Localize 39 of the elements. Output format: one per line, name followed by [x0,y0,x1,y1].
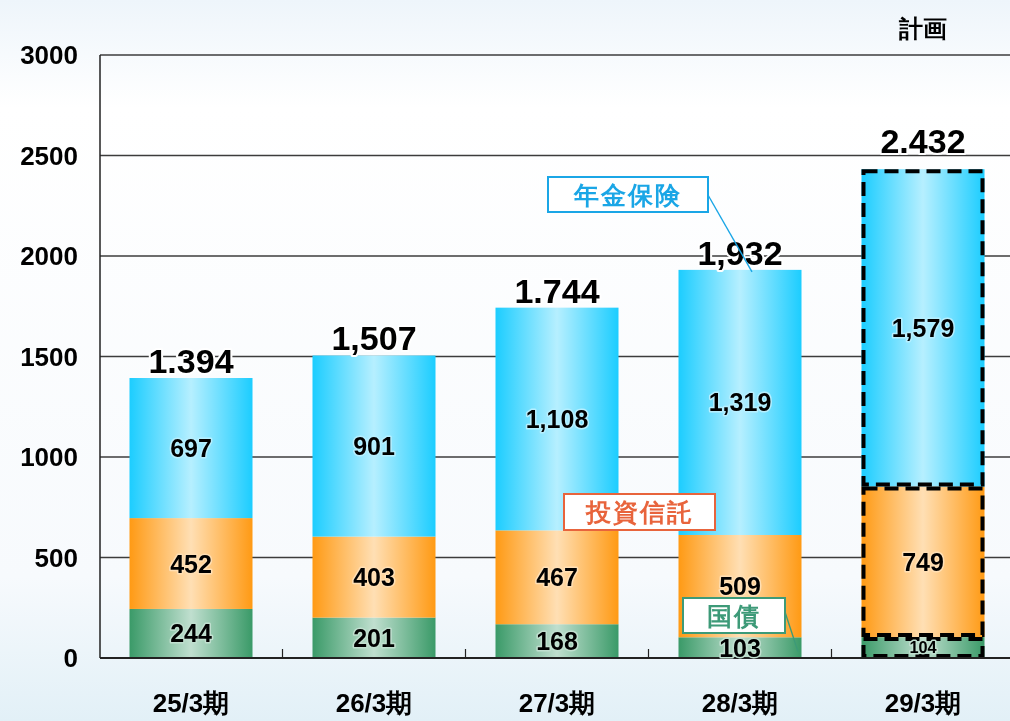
y-tick-label: 2500 [20,140,78,171]
annotation: 1.744 [514,271,600,310]
data-label: 1,108 [525,405,589,434]
data-label: 103 [719,633,761,662]
data-label: 467 [536,563,578,592]
data-label: 901 [353,432,395,461]
text: 計画 [898,15,947,42]
y-tick-label: 1500 [20,341,78,372]
data-label: 403 [353,563,395,592]
x-tick-label: 26/3期 [335,688,413,718]
text: 年金保険 [573,180,682,209]
bar [129,378,253,519]
x-tick-label: 27/3期 [518,688,596,718]
data-label: 749 [902,547,944,576]
data-label: 1,319 [708,388,772,417]
data-label: 168 [536,627,578,656]
data-label: 697 [170,434,212,463]
bar [495,530,619,625]
data-label: 1,579 [891,313,955,342]
bar [312,355,436,537]
bar [312,536,436,618]
y-tick-label: 1000 [20,442,78,472]
series-label: 国債 [707,601,761,630]
data-label: 244 [170,619,212,648]
y-tick-label: 0 [63,643,78,673]
data-label: 452 [170,549,212,578]
annotation: 2.432 [880,122,966,161]
data-label: 509 [719,572,761,601]
annotation: 1,507 [331,319,417,358]
x-tick-label: 28/3期 [701,688,779,718]
x-tick-label: 29/3期 [884,688,962,718]
y-tick-label: 2000 [20,241,78,271]
data-label: 201 [353,623,395,652]
bar [129,518,253,609]
data-label: 104 [909,638,937,657]
series-label: 投資信託 [584,498,694,526]
x-tick-label: 25/3期 [152,688,230,718]
y-tick-label: 3000 [20,40,78,70]
y-tick-label: 500 [34,542,78,573]
